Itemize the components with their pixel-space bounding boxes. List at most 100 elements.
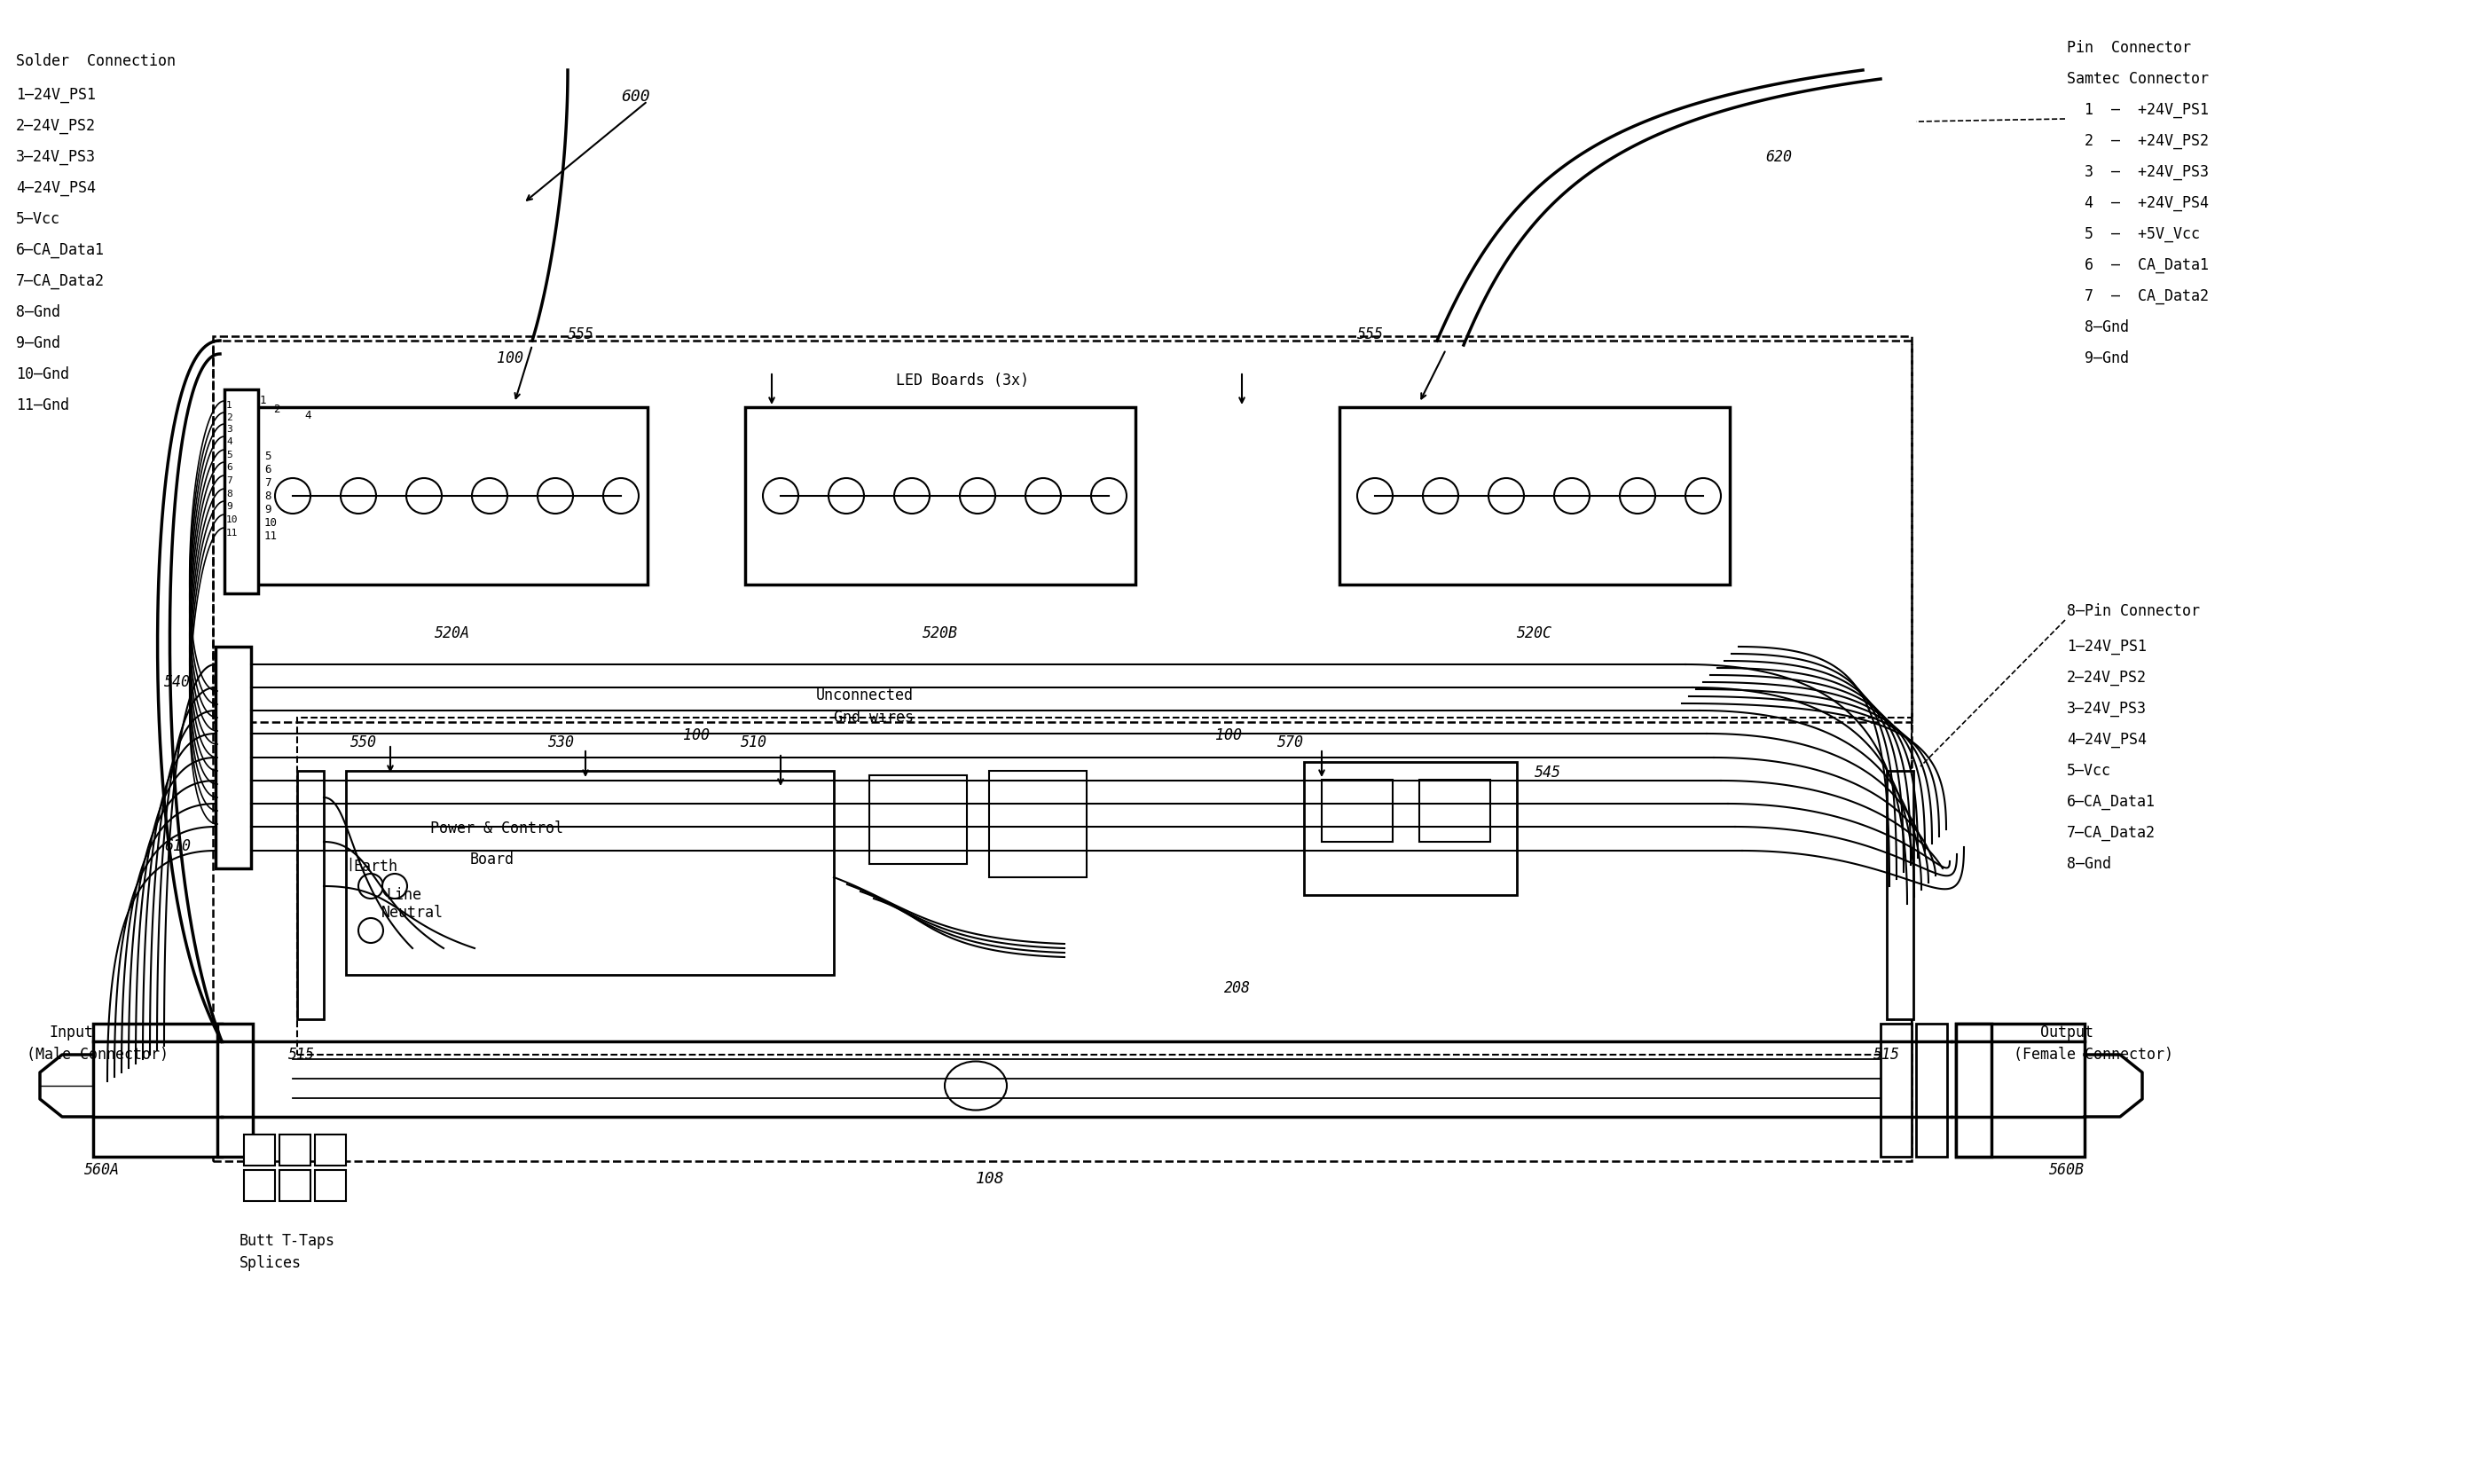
Bar — [245, 1171, 275, 1201]
Ellipse shape — [945, 1061, 1007, 1110]
Text: 9: 9 — [225, 502, 233, 510]
Text: 2—24V_PS2: 2—24V_PS2 — [15, 117, 96, 134]
Text: 510: 510 — [740, 735, 767, 749]
Bar — [1304, 763, 1517, 895]
Text: 8: 8 — [225, 490, 233, 499]
Text: 7: 7 — [225, 476, 233, 485]
Text: 515: 515 — [1873, 1046, 1900, 1063]
Circle shape — [1024, 479, 1061, 513]
Text: 100: 100 — [497, 350, 524, 367]
Bar — [1880, 1024, 1912, 1158]
Text: Earth: Earth — [354, 858, 398, 874]
Text: Samtec Connector: Samtec Connector — [2066, 71, 2209, 88]
Text: Output: Output — [2041, 1024, 2093, 1040]
Text: 1–24V_PS1: 1–24V_PS1 — [2066, 638, 2147, 654]
Text: 6: 6 — [265, 463, 272, 475]
Text: 555: 555 — [567, 326, 594, 343]
Text: 9: 9 — [265, 503, 272, 515]
Text: Input: Input — [49, 1024, 94, 1040]
Bar — [314, 1135, 346, 1166]
Circle shape — [1091, 479, 1126, 513]
Bar — [257, 408, 648, 585]
Text: Board: Board — [470, 850, 515, 867]
Circle shape — [359, 919, 383, 944]
Text: 7–CA_Data2: 7–CA_Data2 — [15, 273, 104, 289]
Bar — [94, 1024, 223, 1158]
Text: 6: 6 — [225, 463, 233, 472]
Text: Gnd wires: Gnd wires — [834, 709, 913, 726]
Bar — [218, 1024, 252, 1158]
Text: 515: 515 — [289, 1046, 314, 1063]
Text: 5  —  +5V_Vcc: 5 — +5V_Vcc — [2066, 226, 2199, 242]
Bar — [314, 1171, 346, 1201]
Bar — [990, 772, 1086, 877]
Text: 11: 11 — [265, 530, 277, 542]
Text: 1: 1 — [260, 395, 267, 407]
Bar — [1915, 1024, 1947, 1158]
Bar — [213, 341, 1912, 723]
Text: 8–Gnd: 8–Gnd — [15, 304, 59, 321]
Text: 4  —  +24V_PS4: 4 — +24V_PS4 — [2066, 194, 2209, 211]
Text: Neutral: Neutral — [381, 904, 443, 920]
Text: 8–Pin Connector: 8–Pin Connector — [2066, 603, 2199, 619]
Bar — [1321, 781, 1393, 843]
Text: 545: 545 — [1534, 764, 1561, 781]
Text: 2: 2 — [225, 413, 233, 421]
Text: 10: 10 — [225, 515, 238, 524]
Bar — [225, 390, 257, 594]
Text: 600: 600 — [621, 89, 651, 104]
Text: 5: 5 — [265, 450, 272, 462]
Text: 610: 610 — [163, 838, 190, 853]
Text: 3—24V_PS3: 3—24V_PS3 — [15, 148, 96, 165]
Text: 540: 540 — [163, 674, 190, 690]
Text: Butt: Butt — [240, 1232, 275, 1248]
Text: 3  —  +24V_PS3: 3 — +24V_PS3 — [2066, 165, 2209, 180]
Bar — [280, 1135, 309, 1166]
Text: 620: 620 — [1766, 148, 1791, 165]
Circle shape — [537, 479, 574, 513]
Text: 6  —  CA_Data1: 6 — CA_Data1 — [2066, 257, 2209, 273]
Text: Power & Control: Power & Control — [430, 821, 564, 835]
Text: 7–CA_Data2: 7–CA_Data2 — [2066, 825, 2155, 840]
Text: 8–Gnd: 8–Gnd — [2066, 319, 2130, 335]
Text: 1: 1 — [225, 401, 233, 410]
Text: 520C: 520C — [1517, 625, 1551, 641]
Text: 4: 4 — [225, 438, 233, 445]
Text: 560A: 560A — [84, 1162, 119, 1177]
Text: Solder  Connection: Solder Connection — [15, 53, 176, 70]
Text: 555: 555 — [1358, 326, 1383, 343]
Circle shape — [341, 479, 376, 513]
Circle shape — [275, 479, 309, 513]
Text: 6–CA_Data1: 6–CA_Data1 — [2066, 794, 2155, 809]
Text: 3–24V_PS3: 3–24V_PS3 — [2066, 700, 2147, 717]
Circle shape — [1489, 479, 1524, 513]
Text: 108: 108 — [975, 1171, 1004, 1186]
Text: 2–24V_PS2: 2–24V_PS2 — [2066, 669, 2147, 686]
Text: 6–CA_Data1: 6–CA_Data1 — [15, 242, 104, 258]
Text: (Male Connector): (Male Connector) — [27, 1046, 168, 1063]
Text: 3: 3 — [225, 424, 233, 433]
Text: 530: 530 — [549, 735, 574, 749]
Text: 520B: 520B — [923, 625, 957, 641]
Circle shape — [359, 874, 383, 899]
Bar — [245, 1135, 275, 1166]
Text: LED Boards (3x): LED Boards (3x) — [896, 372, 1029, 389]
Text: 7  —  CA_Data2: 7 — CA_Data2 — [2066, 288, 2209, 304]
Bar — [1957, 1024, 1992, 1158]
Text: Unconnected: Unconnected — [816, 687, 913, 703]
Bar — [215, 647, 250, 868]
Text: Pin  Connector: Pin Connector — [2066, 40, 2192, 56]
Text: 5–Vcc: 5–Vcc — [2066, 763, 2110, 778]
Text: 11–Gnd: 11–Gnd — [15, 398, 69, 413]
Text: 1—24V_PS1: 1—24V_PS1 — [15, 88, 96, 102]
Bar — [346, 772, 834, 975]
Text: 520A: 520A — [435, 625, 470, 641]
Text: 10: 10 — [265, 516, 277, 528]
Bar — [1420, 781, 1489, 843]
Circle shape — [829, 479, 863, 513]
Text: 4—24V_PS4: 4—24V_PS4 — [15, 180, 96, 196]
Bar — [297, 718, 1912, 1055]
Text: 100: 100 — [1215, 727, 1242, 743]
Circle shape — [960, 479, 995, 513]
Bar — [868, 776, 967, 864]
